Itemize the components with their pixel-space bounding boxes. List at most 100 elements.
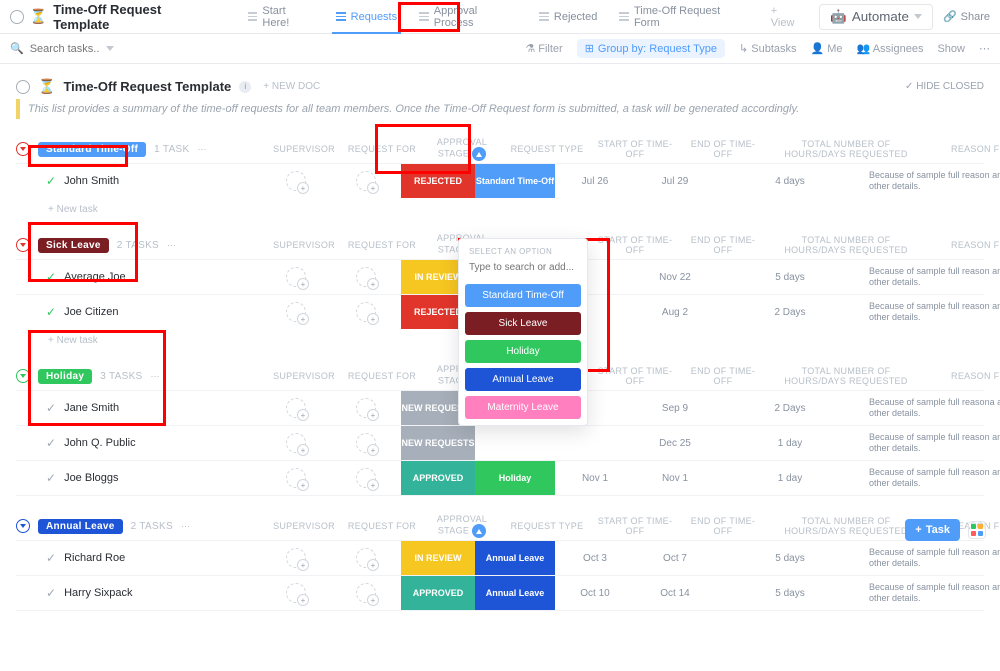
dropdown-option[interactable]: Maternity Leave [465,396,581,419]
supervisor-cell[interactable] [261,391,331,425]
requestfor-cell[interactable] [331,260,401,294]
col-1[interactable]: SUPERVISOR [269,371,339,381]
request-type[interactable]: Annual Leave [475,541,555,575]
col-4[interactable]: REQUEST TYPE [507,144,587,154]
col-2[interactable]: REQUEST FOR [347,521,417,531]
requestfor-cell[interactable] [331,295,401,329]
approval-stage[interactable]: APPROVED [401,461,475,495]
dropdown-search-input[interactable] [465,258,581,279]
task-name[interactable]: ✓John Smith [16,174,261,188]
requestfor-cell[interactable] [331,426,401,460]
task-name[interactable]: ✓Jane Smith [16,401,261,415]
avatar-icon[interactable] [286,267,306,287]
task-name[interactable]: ✓Joe Citizen [16,305,261,319]
dropdown-option[interactable]: Standard Time-Off [465,284,581,307]
avatar-icon[interactable] [286,548,306,568]
apps-icon[interactable] [968,521,986,539]
group-pill[interactable]: Standard Time-Off [38,142,146,157]
requestfor-cell[interactable] [331,541,401,575]
show-button[interactable]: Show [937,43,965,55]
collapse-icon[interactable] [16,238,30,252]
request-type-dropdown[interactable]: SELECT AN OPTIONStandard Time-OffSick Le… [458,238,588,426]
task-name[interactable]: ✓Harry Sixpack [16,586,261,600]
subtasks-button[interactable]: ↳ Subtasks [739,42,797,55]
info-icon[interactable]: i [239,81,251,93]
sort-indicator-icon[interactable] [472,524,486,538]
new-task-fab[interactable]: + Task [905,519,960,541]
more-icon[interactable]: ⋯ [181,521,190,532]
avatar-icon[interactable] [356,171,376,191]
col-5[interactable]: START OF TIME-OFF [595,366,675,386]
group-by-button[interactable]: ⊞Group by: Request Type [577,39,725,58]
tab-start-here-[interactable]: Start Here! [238,0,324,34]
supervisor-cell[interactable] [261,541,331,575]
col-4[interactable]: REQUEST TYPE [507,521,587,531]
avatar-icon[interactable] [356,302,376,322]
col-2[interactable]: REQUEST FOR [347,144,417,154]
col-5[interactable]: START OF TIME-OFF [595,516,675,536]
avatar-icon[interactable] [356,267,376,287]
avatar-icon[interactable] [286,171,306,191]
requestfor-cell[interactable] [331,391,401,425]
col-6[interactable]: END OF TIME-OFF [683,366,763,386]
avatar-icon[interactable] [356,468,376,488]
task-name[interactable]: ✓John Q. Public [16,436,261,450]
supervisor-cell[interactable] [261,295,331,329]
avatar-icon[interactable] [356,583,376,603]
col-7[interactable]: TOTAL NUMBER OF HOURS/DAYS REQUESTED [771,516,921,536]
avatar-icon[interactable] [356,433,376,453]
table-row[interactable]: ✓Harry SixpackAPPROVEDAnnual LeaveOct 10… [16,575,984,611]
sort-indicator-icon[interactable] [472,147,486,161]
table-row[interactable]: ✓Joe BloggsAPPROVEDHolidayNov 1Nov 11 da… [16,460,984,496]
approval-stage[interactable]: NEW REQUESTS [401,426,475,460]
assignees-button[interactable]: 👥 Assignees [857,42,924,55]
new-doc-button[interactable]: + NEW DOC [263,81,320,92]
supervisor-cell[interactable] [261,164,331,198]
col-1[interactable]: SUPERVISOR [269,521,339,531]
share-button[interactable]: 🔗Share [943,10,990,23]
settings-icon[interactable] [16,80,30,94]
search-box[interactable]: 🔍 [10,42,114,55]
col-6[interactable]: END OF TIME-OFF [683,235,763,255]
dropdown-option[interactable]: Sick Leave [465,312,581,335]
supervisor-cell[interactable] [261,576,331,610]
me-button[interactable]: 👤 Me [811,42,843,55]
request-type[interactable] [475,426,555,460]
collapse-icon[interactable] [16,519,30,533]
col-6[interactable]: END OF TIME-OFF [683,139,763,159]
requestfor-cell[interactable] [331,164,401,198]
col-5[interactable]: START OF TIME-OFF [595,139,675,159]
col-8[interactable]: REASON FOR REQUEST [929,144,1000,154]
supervisor-cell[interactable] [261,461,331,495]
task-name[interactable]: ✓Richard Roe [16,551,261,565]
supervisor-cell[interactable] [261,260,331,294]
settings-icon[interactable] [10,10,24,24]
collapse-icon[interactable] [16,142,30,156]
avatar-icon[interactable] [286,302,306,322]
col-1[interactable]: SUPERVISOR [269,240,339,250]
tab-requests[interactable]: Requests [326,0,407,34]
automate-button[interactable]: 🤖Automate [819,4,933,30]
col-8[interactable]: REASON FOR REQUEST [929,371,1000,381]
more-icon[interactable]: ⋯ [198,144,207,155]
avatar-icon[interactable] [286,433,306,453]
approval-stage[interactable]: REJECTED [401,164,475,198]
col-2[interactable]: REQUEST FOR [347,240,417,250]
table-row[interactable]: ✓John Q. PublicNEW REQUESTSDec 251 dayBe… [16,425,984,460]
col-3[interactable]: APPROVAL STAGE [425,514,499,538]
dropdown-option[interactable]: Holiday [465,340,581,363]
col-7[interactable]: TOTAL NUMBER OF HOURS/DAYS REQUESTED [771,139,921,159]
col-8[interactable]: REASON FOR REQUEST [929,240,1000,250]
col-7[interactable]: TOTAL NUMBER OF HOURS/DAYS REQUESTED [771,235,921,255]
group-pill[interactable]: Annual Leave [38,519,123,534]
avatar-icon[interactable] [286,398,306,418]
requestfor-cell[interactable] [331,576,401,610]
search-input[interactable] [30,43,100,55]
request-type[interactable]: Standard Time-Off [475,164,555,198]
table-row[interactable]: ✓Richard RoeIN REVIEWAnnual LeaveOct 3Oc… [16,540,984,575]
more-icon[interactable]: ⋯ [151,371,160,382]
table-row[interactable]: ✓John SmithREJECTEDStandard Time-OffJul … [16,163,984,198]
request-type[interactable]: Annual Leave [475,576,555,610]
dropdown-option[interactable]: Annual Leave [465,368,581,391]
task-name[interactable]: ✓Joe Bloggs [16,471,261,485]
